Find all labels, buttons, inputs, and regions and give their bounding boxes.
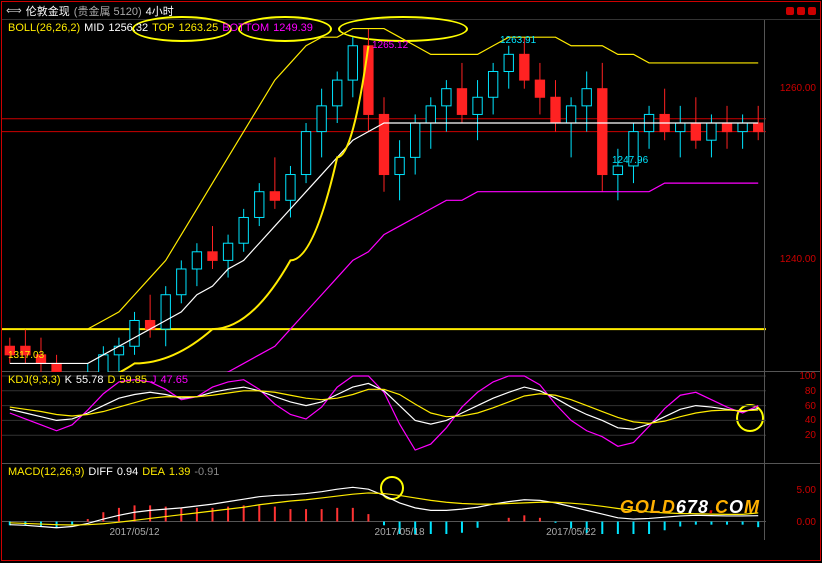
value-label: 1265.12 [372, 40, 408, 51]
timeframe: 4小时 [146, 3, 174, 19]
bottom-value: 1249.39 [273, 22, 313, 34]
boll-name: BOLL(26,26,2) [8, 22, 80, 34]
bottom-label: BOTTOM [222, 22, 269, 34]
kdj-header: KDJ(9,3,3) K 55.78 D 59.85 J 47.65 [8, 374, 188, 386]
window-controls[interactable] [786, 7, 816, 15]
diff-value: 0.94 [117, 466, 138, 478]
kdj-name: KDJ(9,3,3) [8, 374, 61, 386]
top-label: TOP [152, 22, 174, 34]
mid-value: 1256.32 [108, 22, 148, 34]
d-value: 59.85 [119, 374, 147, 386]
top-value: 1263.25 [179, 22, 219, 34]
bar-value: -0.91 [194, 466, 219, 478]
value-label: 1247.96 [612, 155, 648, 166]
title-bar: ⟺ 伦敦金现 (贵金属 5120) 4小时 [2, 2, 820, 20]
dea-value: 1.39 [169, 466, 190, 478]
kdj-chart[interactable]: KDJ(9,3,3) K 55.78 D 59.85 J 47.65 20406… [2, 372, 820, 464]
value-label: 1317.03 [8, 350, 44, 361]
time-x-axis: 2017/05/122017/05/182017/05/22 [2, 520, 820, 540]
macd-chart[interactable]: MACD(12,26,9) DIFF 0.94 DEA 1.39 -0.91 0… [2, 464, 820, 540]
k-label: K [65, 374, 72, 386]
title-prefix: ⟺ [6, 4, 22, 17]
main-plot [2, 20, 766, 372]
price-y-axis: 1240.001260.00 [764, 20, 820, 371]
dea-label: DEA [142, 466, 165, 478]
price-chart[interactable]: BOLL(26,26,2) MID 1256.32 TOP 1263.25 BO… [2, 20, 820, 372]
watermark: GOLD678.COM [620, 497, 760, 518]
macd-name: MACD(12,26,9) [8, 466, 84, 478]
macd-header: MACD(12,26,9) DIFF 0.94 DEA 1.39 -0.91 [8, 466, 219, 478]
mid-label: MID [84, 22, 104, 34]
kdj-y-axis: 20406080100 [764, 372, 820, 463]
instrument-group: (贵金属 5120) [74, 3, 142, 19]
j-value: 47.65 [160, 374, 188, 386]
boll-header: BOLL(26,26,2) MID 1256.32 TOP 1263.25 BO… [8, 22, 313, 34]
d-label: D [107, 374, 115, 386]
diff-label: DIFF [88, 466, 112, 478]
value-label: 1263.91 [500, 35, 536, 46]
k-value: 55.78 [76, 374, 104, 386]
j-label: J [151, 374, 157, 386]
instrument-name: 伦敦金现 [26, 3, 70, 19]
